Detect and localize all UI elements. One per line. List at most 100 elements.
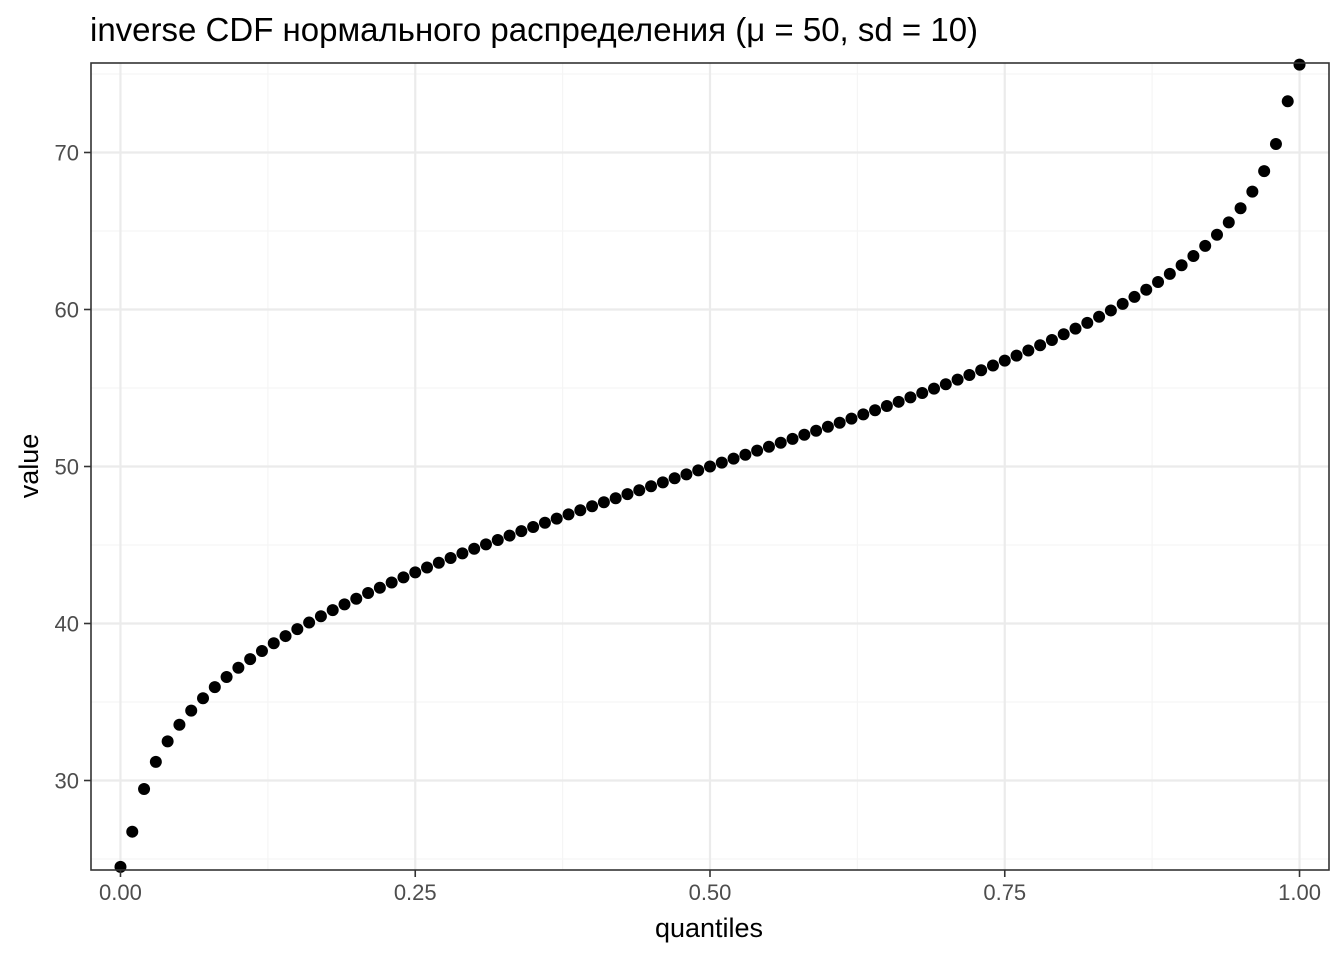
data-point [468, 542, 481, 555]
data-point [326, 604, 339, 617]
data-point [479, 538, 492, 551]
chart-title: inverse CDF нормального распределения (μ… [90, 11, 978, 48]
data-point [869, 404, 882, 417]
data-point [986, 359, 999, 372]
data-point [586, 500, 599, 513]
data-point [1293, 58, 1306, 71]
data-point [939, 378, 952, 391]
data-point [668, 472, 681, 485]
data-point [1022, 344, 1035, 357]
data-point [951, 373, 964, 386]
x-axis: 0.00 0.25 0.50 0.75 1.00 [99, 870, 1321, 905]
data-point [1163, 267, 1176, 280]
data-point [527, 520, 540, 533]
x-axis-title: quantiles [655, 913, 763, 943]
data-point [1199, 239, 1212, 252]
data-point [857, 408, 870, 421]
data-point [149, 755, 162, 768]
data-point [267, 637, 280, 650]
data-point [751, 444, 764, 457]
data-point [928, 382, 941, 395]
data-point [821, 420, 834, 433]
y-tick-label: 60 [55, 297, 79, 322]
data-point [727, 452, 740, 465]
data-point [633, 484, 646, 497]
data-point [562, 508, 575, 521]
data-point [1175, 259, 1188, 272]
data-point [1057, 328, 1070, 341]
data-point [1128, 290, 1141, 303]
data-point [362, 587, 375, 600]
data-point [385, 576, 398, 589]
data-point [161, 735, 174, 748]
data-point [1269, 138, 1282, 151]
data-point [833, 416, 846, 429]
data-point [291, 623, 304, 636]
data-point [656, 476, 669, 489]
data-point [574, 504, 587, 517]
data-point [1222, 216, 1235, 229]
data-point [1093, 310, 1106, 323]
data-point [998, 354, 1011, 367]
data-point [786, 432, 799, 445]
x-tick-label: 0.50 [689, 880, 732, 905]
data-point [597, 496, 610, 509]
plot-panel [90, 58, 1330, 873]
y-tick-label: 50 [55, 455, 79, 480]
data-point [1140, 283, 1153, 296]
data-point [762, 440, 775, 453]
data-point [645, 480, 658, 493]
data-point [421, 561, 434, 574]
data-point [1187, 249, 1200, 262]
data-point [185, 704, 198, 717]
y-tick-label: 30 [55, 769, 79, 794]
data-point [397, 571, 410, 584]
data-point [975, 364, 988, 377]
data-point [303, 616, 316, 629]
data-point [774, 436, 787, 449]
y-axis-title: value [14, 434, 44, 499]
data-point [503, 529, 516, 542]
data-point [715, 456, 728, 469]
data-point [338, 598, 351, 611]
data-point [1045, 333, 1058, 346]
data-point [456, 547, 469, 560]
data-point [1234, 202, 1247, 215]
data-point [904, 391, 917, 404]
data-point [1281, 95, 1294, 108]
x-tick-label: 1.00 [1278, 880, 1321, 905]
data-point [1116, 297, 1129, 310]
data-point [1081, 316, 1094, 329]
data-point [197, 692, 210, 705]
data-point [609, 492, 622, 505]
data-point [244, 653, 257, 666]
data-point [880, 400, 893, 413]
data-point [704, 460, 716, 473]
data-point [550, 512, 563, 525]
data-point [138, 782, 151, 795]
data-point [1210, 228, 1223, 241]
data-point [220, 671, 233, 684]
x-tick-label: 0.75 [983, 880, 1026, 905]
data-point [963, 368, 976, 381]
data-point [1258, 165, 1271, 178]
y-axis: 30 40 50 60 70 [55, 140, 91, 794]
data-point [892, 395, 905, 408]
data-point [515, 525, 528, 538]
data-point [173, 718, 186, 731]
data-point [409, 566, 422, 579]
data-point [621, 488, 634, 501]
y-tick-label: 40 [55, 612, 79, 637]
data-point [1034, 339, 1047, 352]
data-point [739, 448, 752, 461]
data-point [255, 644, 268, 657]
y-tick-label: 70 [55, 140, 79, 165]
data-point [208, 681, 221, 694]
data-point [444, 552, 457, 565]
data-point [680, 468, 693, 481]
data-point [1010, 349, 1023, 362]
data-point [1246, 185, 1259, 198]
data-point [491, 533, 504, 546]
data-point [538, 516, 551, 529]
data-point [126, 825, 139, 838]
